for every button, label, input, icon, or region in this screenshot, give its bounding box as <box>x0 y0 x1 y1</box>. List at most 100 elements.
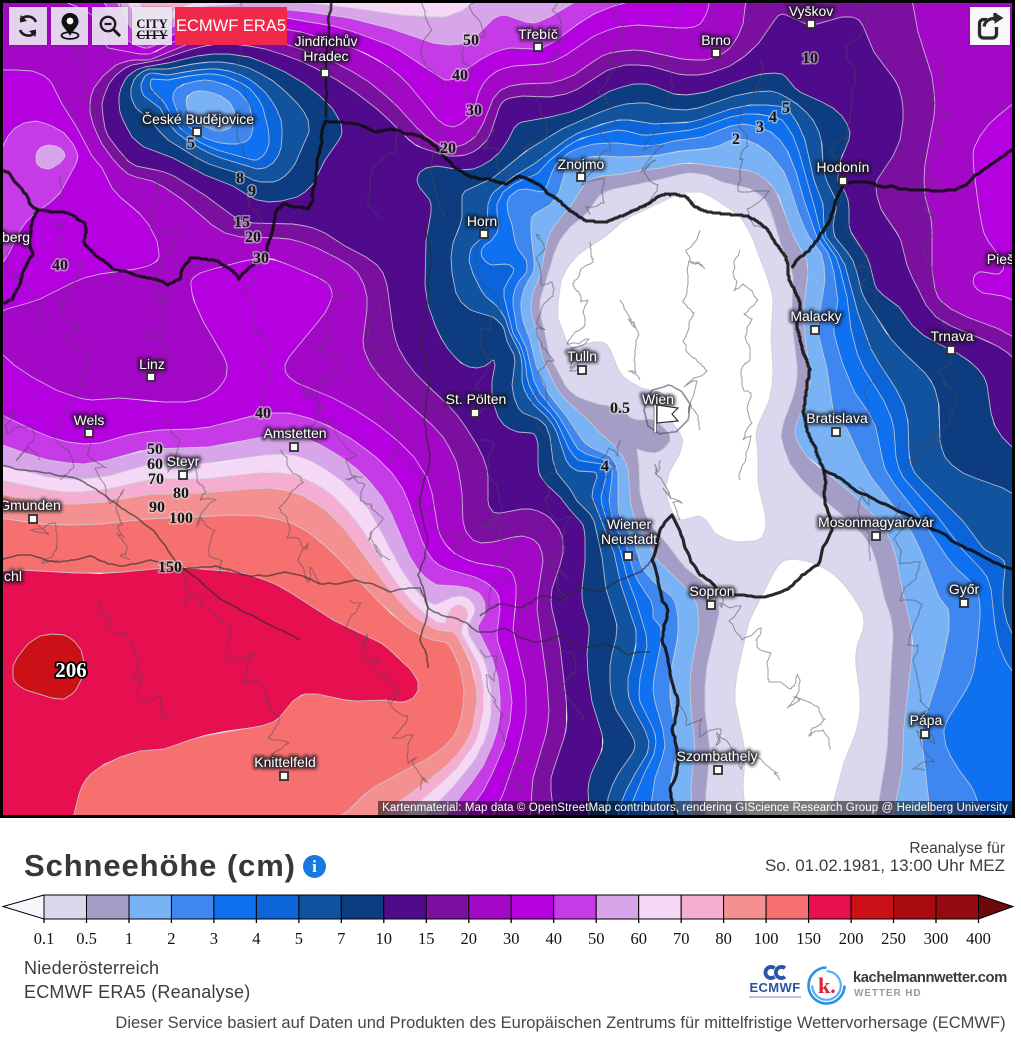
svg-text:Bratislava: Bratislava <box>806 410 868 426</box>
svg-text:Linz: Linz <box>139 356 165 372</box>
svg-text:Wien: Wien <box>642 391 674 407</box>
svg-text:40: 40 <box>545 929 562 948</box>
svg-text:20: 20 <box>245 229 261 246</box>
svg-text:Pápa: Pápa <box>910 712 943 728</box>
svg-text:Neustadt: Neustadt <box>601 531 657 547</box>
svg-text:206: 206 <box>55 658 87 682</box>
svg-text:40: 40 <box>255 405 271 422</box>
svg-text:70: 70 <box>673 929 690 948</box>
svg-text:4: 4 <box>769 109 777 126</box>
svg-text:15: 15 <box>234 214 250 231</box>
svg-text:Szombathely: Szombathely <box>677 748 758 764</box>
svg-text:Tulln: Tulln <box>567 348 597 364</box>
svg-text:400: 400 <box>966 929 991 948</box>
svg-text:100: 100 <box>169 510 193 527</box>
svg-text:Znojmo: Znojmo <box>558 156 605 172</box>
svg-text:Jindřichův: Jindřichův <box>294 33 357 49</box>
svg-text:150: 150 <box>158 559 182 576</box>
svg-text:St. Pölten: St. Pölten <box>446 391 507 407</box>
svg-text:0.5: 0.5 <box>610 400 630 417</box>
svg-text:Linz: Linz <box>139 356 165 372</box>
svg-text:3: 3 <box>756 119 764 136</box>
svg-text:5: 5 <box>295 929 303 948</box>
svg-text:60: 60 <box>630 929 647 948</box>
svg-text:Piešť: Piešť <box>987 251 1012 267</box>
svg-text:40: 40 <box>52 257 68 274</box>
svg-text:8: 8 <box>236 170 244 187</box>
svg-text:Horn: Horn <box>467 213 497 229</box>
svg-text:Hradec: Hradec <box>303 48 348 64</box>
svg-text:Neustadt: Neustadt <box>601 531 657 547</box>
svg-text:60: 60 <box>147 456 163 473</box>
svg-text:Mosonmagyaróvár: Mosonmagyaróvár <box>818 514 934 530</box>
svg-text:Pápa: Pápa <box>910 712 943 728</box>
svg-text:7: 7 <box>337 929 345 948</box>
svg-text:206: 206 <box>55 658 87 682</box>
svg-text:40: 40 <box>255 405 271 422</box>
svg-text:15: 15 <box>234 214 250 231</box>
svg-text:Steyr: Steyr <box>167 453 200 469</box>
svg-text:30: 30 <box>253 250 269 267</box>
svg-text:4: 4 <box>252 929 260 948</box>
svg-text:2: 2 <box>732 131 740 148</box>
svg-text:Amstetten: Amstetten <box>263 425 326 441</box>
svg-text:České Budějovice: České Budějovice <box>142 111 254 127</box>
svg-text:Třebíč: Třebíč <box>518 26 558 42</box>
svg-text:Knittelfeld: Knittelfeld <box>254 754 315 770</box>
svg-text:40: 40 <box>52 257 68 274</box>
svg-text:60: 60 <box>147 456 163 473</box>
svg-text:5: 5 <box>187 135 195 152</box>
svg-text:Trnava: Trnava <box>930 328 973 344</box>
svg-text:50: 50 <box>463 32 479 49</box>
svg-text:9: 9 <box>248 183 256 200</box>
svg-text:50: 50 <box>588 929 605 948</box>
svg-text:80: 80 <box>173 485 189 502</box>
svg-text:100: 100 <box>754 929 779 948</box>
svg-text:20: 20 <box>440 140 456 157</box>
svg-text:200: 200 <box>839 929 864 948</box>
svg-text:Hradec: Hradec <box>303 48 348 64</box>
svg-text:5: 5 <box>782 100 790 117</box>
svg-text:Malacky: Malacky <box>790 308 841 324</box>
svg-text:10: 10 <box>802 50 818 67</box>
svg-text:Wien: Wien <box>642 391 674 407</box>
svg-text:berg: berg <box>3 229 30 245</box>
svg-text:Vyškov: Vyškov <box>789 3 834 19</box>
svg-text:Sopron: Sopron <box>689 583 734 599</box>
svg-text:4: 4 <box>601 458 609 475</box>
svg-text:40: 40 <box>452 67 468 84</box>
svg-text:90: 90 <box>149 499 165 516</box>
svg-text:70: 70 <box>148 471 164 488</box>
svg-text:Wiener: Wiener <box>607 516 652 532</box>
svg-text:80: 80 <box>173 485 189 502</box>
svg-text:Tulln: Tulln <box>567 348 597 364</box>
svg-text:100: 100 <box>169 510 193 527</box>
svg-text:50: 50 <box>147 441 163 458</box>
svg-text:4: 4 <box>769 109 777 126</box>
svg-text:Amstetten: Amstetten <box>263 425 326 441</box>
svg-text:150: 150 <box>158 559 182 576</box>
svg-text:40: 40 <box>452 67 468 84</box>
svg-text:15: 15 <box>418 929 435 948</box>
svg-text:Gmunden: Gmunden <box>3 497 61 513</box>
svg-text:berg: berg <box>3 229 30 245</box>
svg-text:3: 3 <box>756 119 764 136</box>
svg-text:50: 50 <box>463 32 479 49</box>
svg-text:Knittelfeld: Knittelfeld <box>254 754 315 770</box>
svg-text:90: 90 <box>149 499 165 516</box>
svg-text:Jindřichův: Jindřichův <box>294 33 357 49</box>
svg-text:Piešť: Piešť <box>987 251 1012 267</box>
svg-text:0.1: 0.1 <box>34 929 55 948</box>
svg-text:Hodonín: Hodonín <box>817 159 870 175</box>
svg-text:30: 30 <box>466 102 482 119</box>
svg-text:Győr: Győr <box>949 581 980 597</box>
svg-text:0.5: 0.5 <box>76 929 97 948</box>
svg-text:Szombathely: Szombathely <box>677 748 758 764</box>
svg-text:8: 8 <box>236 170 244 187</box>
svg-text:150: 150 <box>796 929 821 948</box>
svg-text:Wels: Wels <box>74 412 105 428</box>
svg-text:250: 250 <box>881 929 906 948</box>
svg-text:Wels: Wels <box>74 412 105 428</box>
svg-text:4: 4 <box>601 458 609 475</box>
svg-text:20: 20 <box>440 140 456 157</box>
